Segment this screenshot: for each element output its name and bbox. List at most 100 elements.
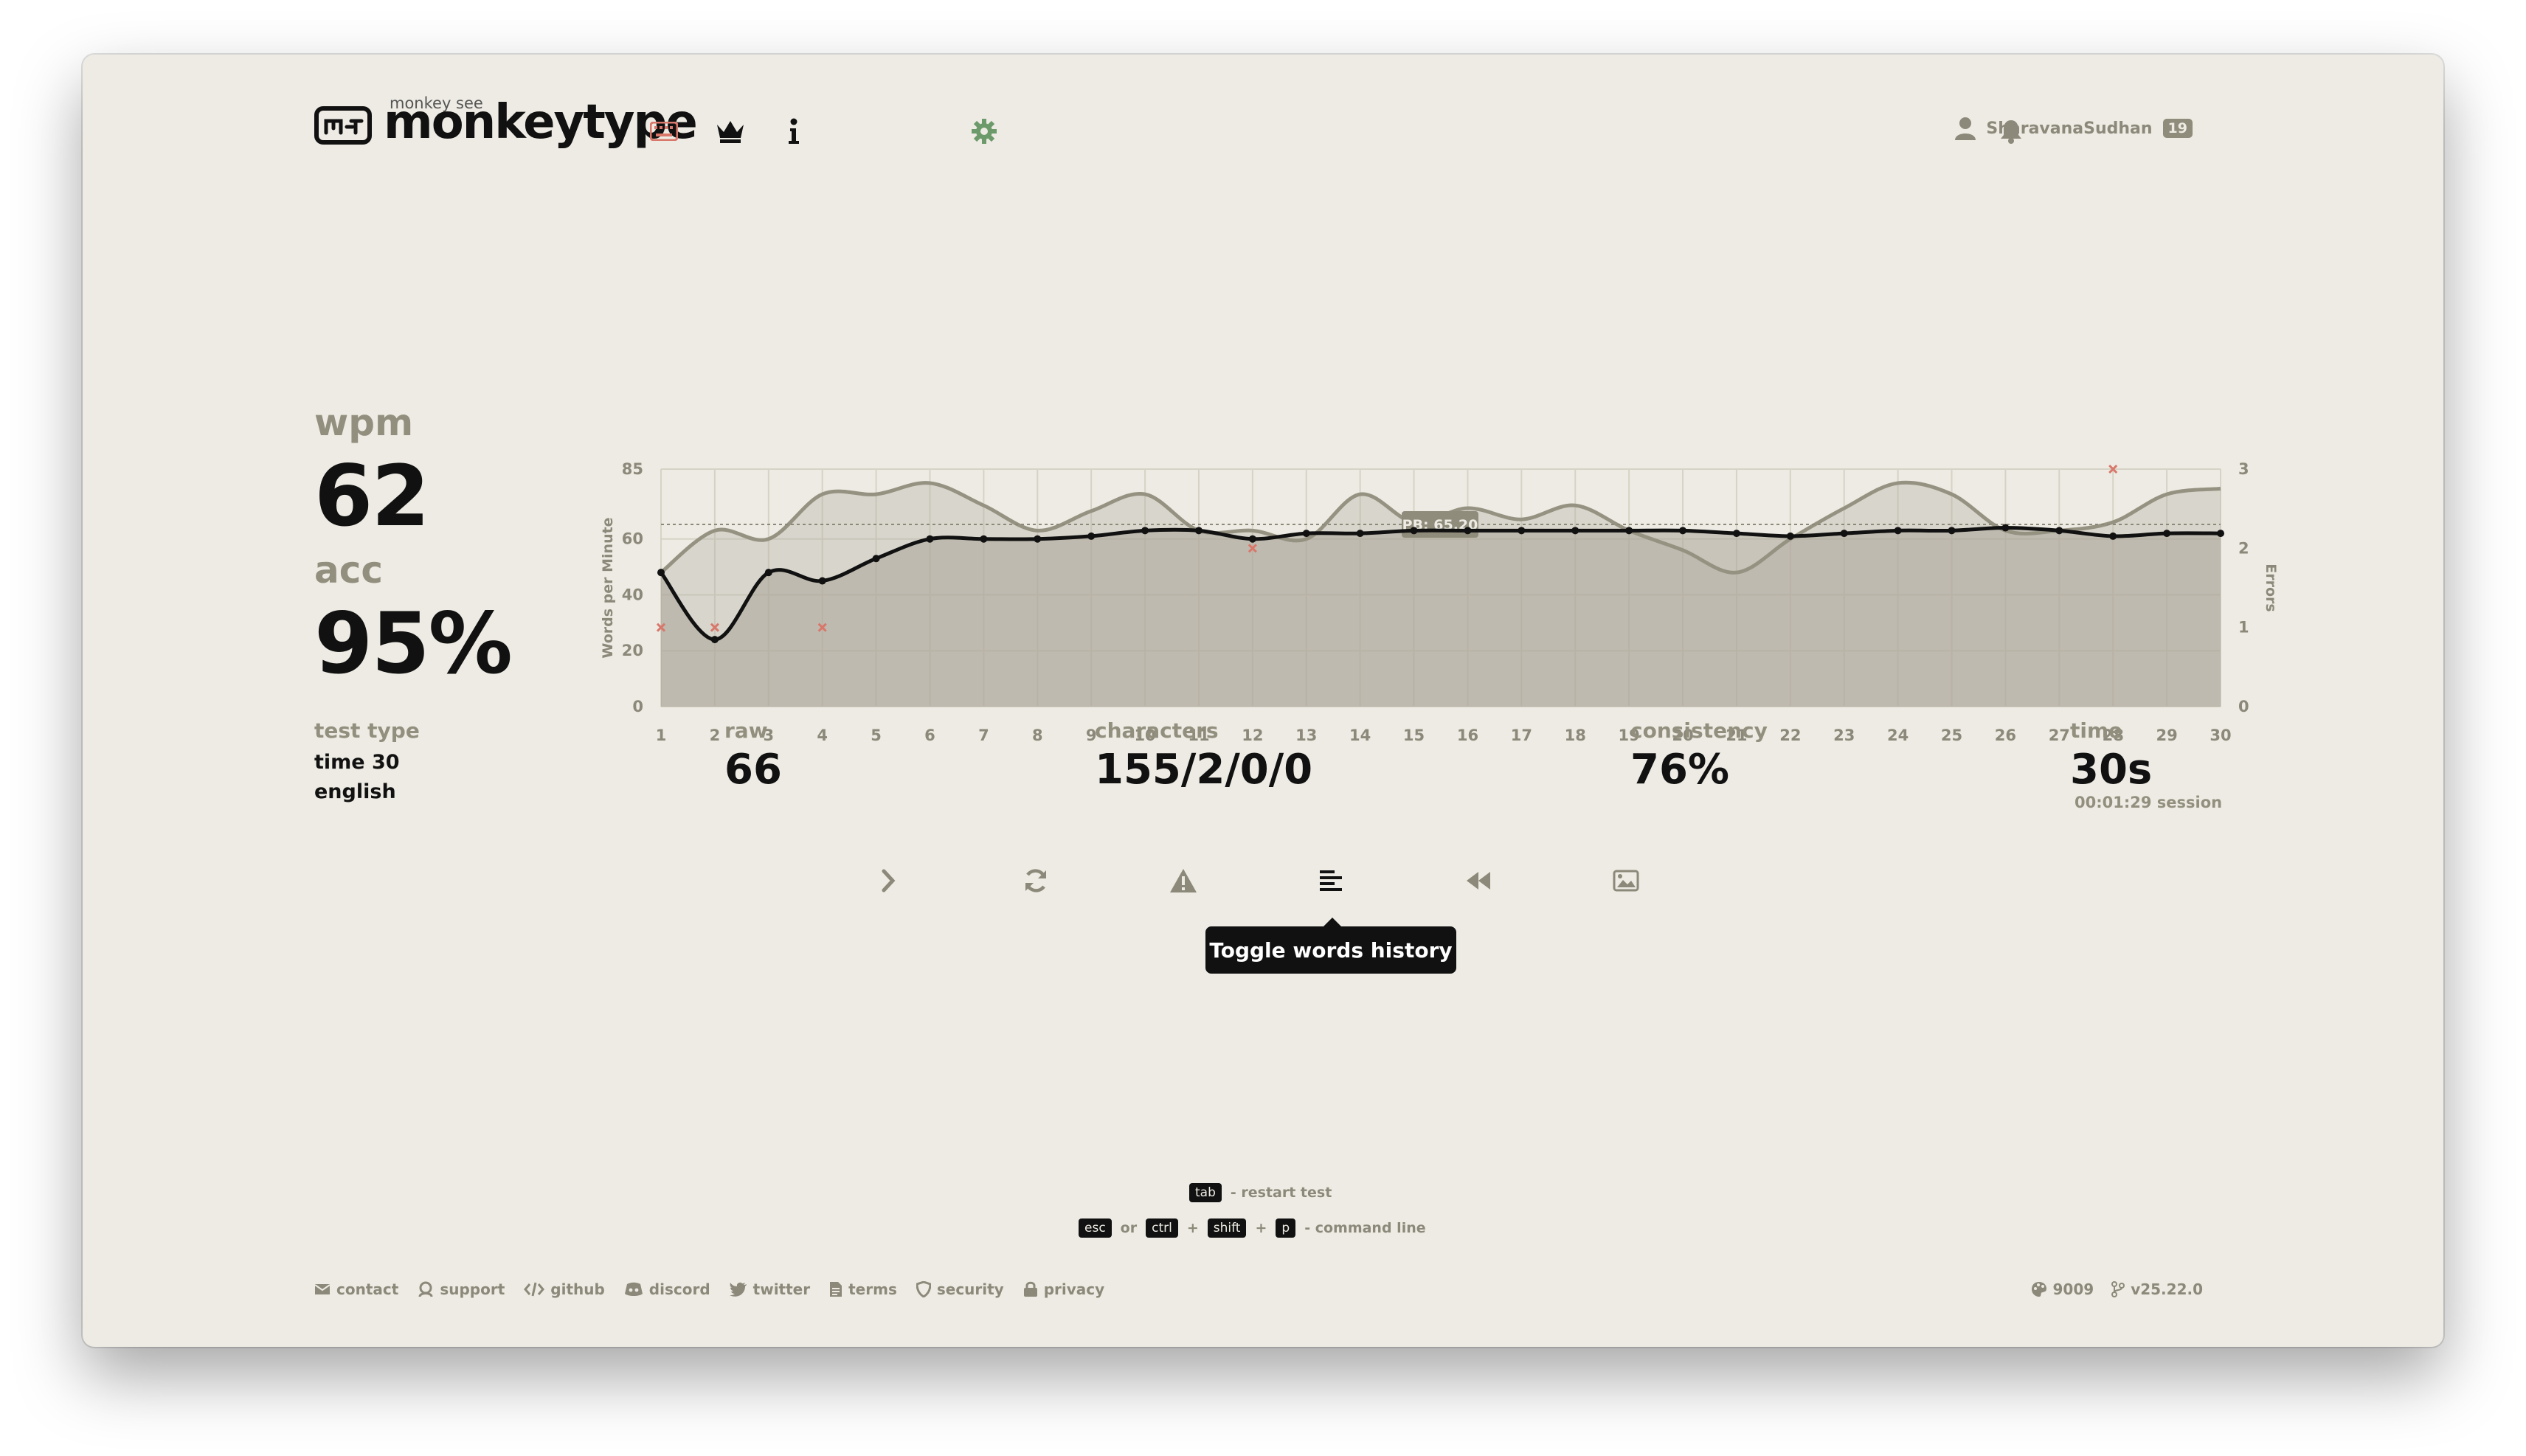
- screenshot-button[interactable]: [1604, 859, 1648, 903]
- test-type-language: english: [314, 780, 396, 803]
- y-tick-label: 85: [622, 460, 643, 478]
- terms-link[interactable]: terms: [829, 1280, 897, 1298]
- y-tick-label: 20: [622, 642, 643, 659]
- x-tick-label: 6: [924, 727, 935, 744]
- command-line-hint: esc or ctrl + shift + p - command line: [1079, 1218, 1426, 1238]
- wpm-point-21: [1732, 530, 1740, 538]
- replay-button[interactable]: [1456, 859, 1501, 903]
- wpm-point-26: [2001, 524, 2010, 532]
- esc-key: esc: [1079, 1218, 1112, 1238]
- wpm-point-6: [926, 535, 934, 543]
- time-value: 30s: [2070, 746, 2153, 794]
- x-tick-label: 13: [1295, 727, 1317, 744]
- wpm-point-25: [1948, 527, 1956, 535]
- x-tick-label: 3: [763, 727, 774, 744]
- y2-tick-label: 0: [2238, 698, 2249, 715]
- test-type-mode: time 30: [314, 751, 400, 774]
- x-tick-label: 21: [1726, 727, 1747, 744]
- error-mark-3: [817, 623, 827, 632]
- next-test-button[interactable]: [866, 859, 910, 903]
- crown-icon[interactable]: [714, 115, 747, 148]
- wpm-point-29: [2163, 530, 2171, 538]
- x-tick-label: 22: [1779, 727, 1801, 744]
- restart-hint: tab - restart test: [1189, 1183, 1332, 1202]
- contact-link[interactable]: contact: [314, 1280, 398, 1298]
- x-tick-label: 7: [978, 727, 989, 744]
- wpm-point-2: [710, 636, 719, 644]
- wpm-point-12: [1248, 535, 1256, 543]
- account-button[interactable]: SharavanaSudhan 19: [1955, 117, 2193, 140]
- ctrl-key: ctrl: [1146, 1218, 1178, 1238]
- keyboard-icon[interactable]: [648, 115, 680, 148]
- wpm-value: 62: [314, 447, 430, 545]
- wpm-point-15: [1410, 527, 1418, 535]
- or-text: or: [1120, 1220, 1138, 1236]
- version-text: v25.22.0: [2131, 1280, 2203, 1298]
- palette-icon: [2031, 1282, 2046, 1297]
- y-axis-title: Words per Minute: [600, 517, 616, 658]
- gear-icon[interactable]: [968, 115, 1000, 148]
- theme-button[interactable]: 9009: [2031, 1280, 2094, 1298]
- restart-button[interactable]: [1014, 859, 1058, 903]
- wpm-point-4: [818, 577, 826, 585]
- y2-tick-label: 1: [2238, 619, 2249, 637]
- report-button[interactable]: [1161, 859, 1205, 903]
- twitter-link[interactable]: twitter: [729, 1280, 810, 1298]
- wpm-point-17: [1518, 527, 1526, 535]
- lock-icon: [1023, 1281, 1037, 1297]
- tab-key: tab: [1189, 1183, 1222, 1202]
- privacy-link[interactable]: privacy: [1023, 1280, 1104, 1298]
- x-tick-label: 15: [1403, 727, 1425, 744]
- app-window: monkey see monkeytype SharavanaSudhan 19…: [83, 55, 2443, 1347]
- x-tick-label: 27: [2049, 727, 2070, 744]
- x-tick-label: 18: [1565, 727, 1586, 744]
- wpm-area: [661, 527, 2221, 707]
- plus-text: +: [1186, 1220, 1199, 1236]
- wpm-point-14: [1356, 530, 1364, 538]
- wpm-chart[interactable]: PB: 65.201 2 3 4 5 6 7 8 9 10 11 12 13 14 15 16 17 18 19 20…: [503, 394, 2288, 763]
- x-tick-label: 2: [710, 727, 721, 744]
- wpm-point-27: [2055, 527, 2063, 535]
- x-tick-label: 23: [1833, 727, 1855, 744]
- y2-axis-title: Errors: [2263, 564, 2279, 611]
- y2-tick-label: 2: [2238, 539, 2249, 557]
- theme-name: 9009: [2052, 1280, 2094, 1298]
- shift-key: shift: [1207, 1218, 1247, 1238]
- info-icon[interactable]: [778, 115, 810, 148]
- wpm-point-28: [2109, 532, 2117, 540]
- error-mark-1: [656, 623, 666, 632]
- support-link[interactable]: support: [418, 1280, 505, 1298]
- x-tick-label: 16: [1457, 727, 1478, 744]
- wpm-point-5: [872, 555, 880, 563]
- donate-icon: [418, 1281, 433, 1297]
- bell-icon[interactable]: [1995, 115, 2027, 148]
- characters-value: 155/2/0/0: [1095, 746, 1313, 794]
- raw-value: 66: [724, 746, 782, 794]
- footer-right: 9009 v25.22.0: [2031, 1280, 2203, 1298]
- github-link[interactable]: github: [524, 1280, 605, 1298]
- x-tick-label: 24: [1887, 727, 1909, 744]
- test-type-label: test type: [314, 718, 420, 743]
- x-tick-label: 30: [2210, 727, 2231, 744]
- acc-value: 95%: [314, 594, 513, 693]
- wpm-point-7: [980, 535, 988, 543]
- warning-icon: [1170, 869, 1197, 892]
- x-tick-label: 28: [2103, 727, 2124, 744]
- error-mark-5: [2108, 464, 2118, 474]
- version-button[interactable]: v25.22.0: [2111, 1280, 2203, 1298]
- twitter-icon: [729, 1282, 747, 1297]
- discord-link[interactable]: discord: [624, 1280, 710, 1298]
- wpm-point-18: [1571, 527, 1579, 535]
- monkeytype-logo-icon[interactable]: [314, 106, 372, 145]
- x-tick-label: 12: [1242, 727, 1263, 744]
- security-link[interactable]: security: [916, 1280, 1004, 1298]
- raw-label: raw: [724, 718, 768, 743]
- chevron-right-icon: [882, 869, 896, 892]
- p-key: p: [1276, 1218, 1296, 1238]
- user-level-badge: 19: [2162, 119, 2193, 138]
- words-history-button[interactable]: [1309, 859, 1353, 903]
- logo-text[interactable]: monkeytype: [384, 95, 698, 150]
- x-tick-label: 19: [1619, 727, 1640, 744]
- shield-icon: [916, 1281, 931, 1297]
- wpm-point-10: [1141, 527, 1149, 535]
